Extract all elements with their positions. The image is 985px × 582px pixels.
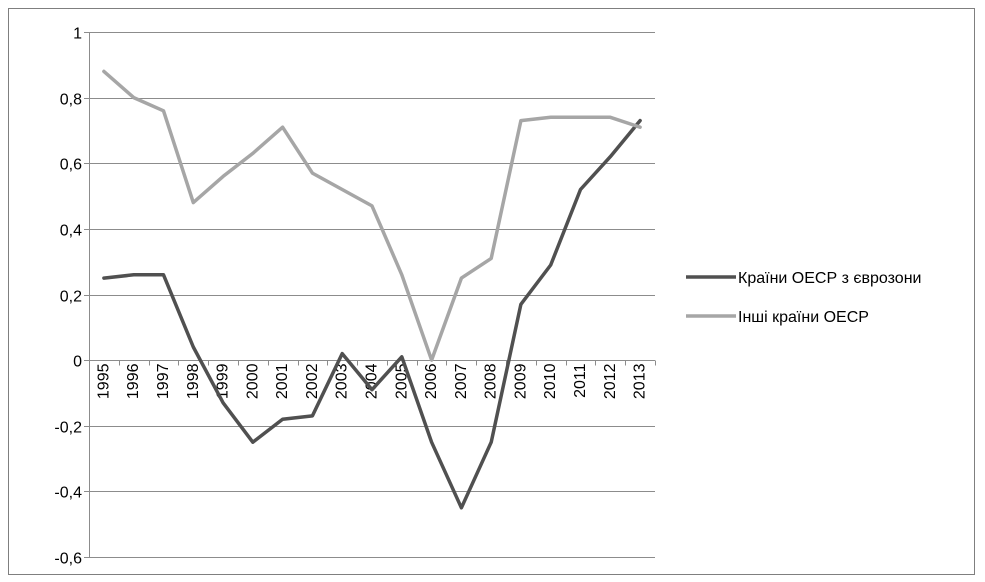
y-tick-label: -0,6 [54,551,82,568]
x-tick-label: 2006 [423,363,440,399]
y-tick-label: 0,6 [60,157,82,174]
series-line-1 [102,118,642,510]
x-tick-label: 2010 [542,363,559,399]
x-tick-label: 2011 [572,363,589,398]
x-tick-label: 1995 [95,363,112,399]
y-tick-label: 1 [73,26,82,43]
y-tick-label: 0,4 [60,223,82,240]
x-tick-label: 2002 [304,363,321,399]
y-tick-label: 0,8 [60,92,82,109]
x-tick-label: 2003 [334,363,351,399]
x-tick-label: 2007 [453,363,470,399]
x-tick-label: 2004 [364,363,381,399]
x-tick-label: 1999 [215,363,232,399]
x-tick-label: 2008 [483,363,500,399]
x-tick-label: 2013 [632,363,649,399]
x-tick-label: 1997 [155,363,172,399]
x-tick-label: 2009 [512,363,529,399]
legend-label: Інші країни ОЕСР [738,309,869,326]
x-tick-label: 1998 [185,363,202,399]
x-tick-label: 2000 [244,363,261,399]
x-tick-label: 1996 [125,363,142,399]
y-tick-label: 0 [73,354,82,371]
y-tick-label: -0,4 [54,485,82,502]
y-tick-label: 0,2 [60,289,82,306]
y-tick-label: -0,2 [54,420,82,437]
series-line-2 [102,69,642,362]
chart-border [8,8,975,575]
legend-label: Країни ОЕСР з єврозони [738,270,921,287]
x-tick-label: 2001 [274,363,291,399]
x-tick-label: 2012 [602,363,619,399]
